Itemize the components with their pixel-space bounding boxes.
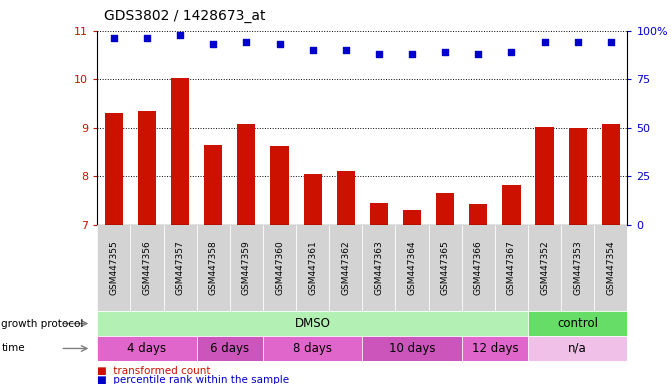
Text: GSM447364: GSM447364 [407, 240, 417, 295]
Point [407, 51, 417, 57]
Bar [138, 111, 156, 225]
Bar [528, 336, 627, 361]
Bar [171, 78, 189, 225]
Bar [602, 124, 620, 225]
Bar [229, 225, 263, 311]
Text: GSM447358: GSM447358 [209, 240, 218, 295]
Text: GSM447357: GSM447357 [176, 240, 185, 295]
Point [572, 39, 583, 45]
Text: 10 days: 10 days [389, 342, 435, 355]
Text: GSM447365: GSM447365 [441, 240, 450, 295]
Point [473, 51, 484, 57]
Bar [130, 225, 164, 311]
Text: GSM447359: GSM447359 [242, 240, 251, 295]
Bar [197, 336, 263, 361]
Text: ■  percentile rank within the sample: ■ percentile rank within the sample [97, 375, 289, 384]
Bar [561, 225, 595, 311]
Bar [528, 311, 627, 336]
Bar [296, 225, 329, 311]
Point [174, 31, 185, 38]
Bar [303, 174, 322, 225]
Bar [568, 127, 587, 225]
Text: 4 days: 4 days [127, 342, 166, 355]
Text: GSM447352: GSM447352 [540, 240, 549, 295]
Point [208, 41, 219, 47]
Bar [462, 336, 528, 361]
Text: GSM447356: GSM447356 [142, 240, 152, 295]
Bar [362, 336, 462, 361]
Bar [495, 225, 528, 311]
Bar [436, 193, 454, 225]
Bar [535, 127, 554, 225]
Bar [263, 225, 296, 311]
Point [274, 41, 285, 47]
Text: GSM447363: GSM447363 [374, 240, 383, 295]
Bar [263, 336, 362, 361]
Point [374, 51, 384, 57]
Bar [204, 145, 222, 225]
Text: GSM447360: GSM447360 [275, 240, 284, 295]
Point [307, 47, 318, 53]
Bar [238, 124, 256, 225]
Bar [337, 171, 355, 225]
Bar [462, 225, 495, 311]
Point [506, 49, 517, 55]
Bar [403, 210, 421, 225]
Text: time: time [1, 343, 25, 354]
Bar [329, 225, 362, 311]
Bar [362, 225, 395, 311]
Point [142, 35, 152, 41]
Bar [469, 204, 487, 225]
Text: 8 days: 8 days [293, 342, 332, 355]
Bar [395, 225, 429, 311]
Text: GSM447362: GSM447362 [342, 240, 350, 295]
Text: GSM447366: GSM447366 [474, 240, 483, 295]
Text: growth protocol: growth protocol [1, 318, 84, 329]
Text: GSM447355: GSM447355 [109, 240, 118, 295]
Point [340, 47, 351, 53]
Text: ■  transformed count: ■ transformed count [97, 366, 211, 376]
Text: 6 days: 6 days [210, 342, 250, 355]
Text: 12 days: 12 days [472, 342, 518, 355]
Text: GDS3802 / 1428673_at: GDS3802 / 1428673_at [104, 9, 266, 23]
Text: DMSO: DMSO [295, 317, 331, 330]
Bar [197, 225, 229, 311]
Point [241, 39, 252, 45]
Text: GSM447367: GSM447367 [507, 240, 516, 295]
Bar [97, 311, 528, 336]
Bar [370, 203, 388, 225]
Text: n/a: n/a [568, 342, 587, 355]
Bar [595, 225, 627, 311]
Bar [97, 225, 130, 311]
Bar [164, 225, 197, 311]
Text: GSM447361: GSM447361 [308, 240, 317, 295]
Point [539, 39, 550, 45]
Bar [528, 225, 561, 311]
Bar [503, 185, 521, 225]
Bar [270, 146, 289, 225]
Text: GSM447354: GSM447354 [607, 240, 615, 295]
Point [605, 39, 616, 45]
Bar [105, 113, 123, 225]
Text: GSM447353: GSM447353 [573, 240, 582, 295]
Point [440, 49, 450, 55]
Point [109, 35, 119, 41]
Text: control: control [557, 317, 598, 330]
Bar [429, 225, 462, 311]
Bar [97, 336, 197, 361]
